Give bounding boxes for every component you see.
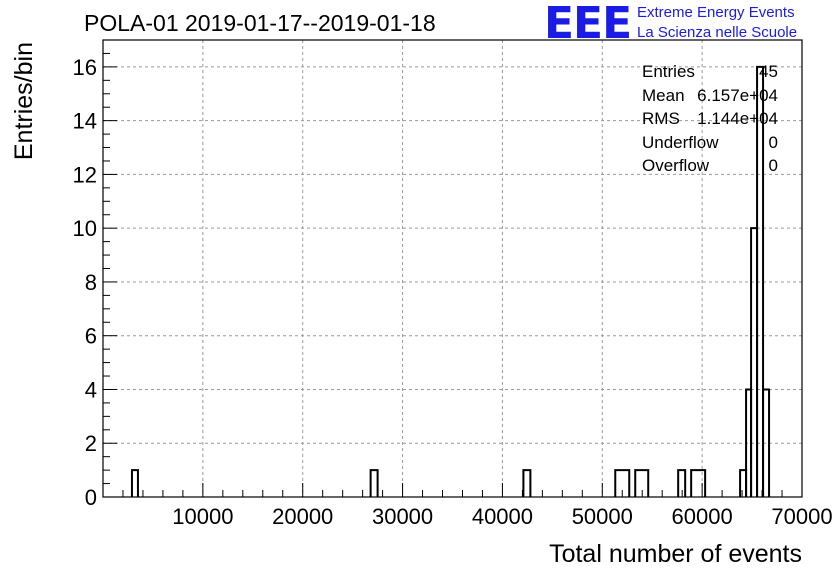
y-tick-label: 4: [85, 377, 97, 402]
stat-row-entries: Entries 45: [642, 60, 778, 84]
y-axis-ticks: 0 2 4 6 8 10 12 14 16: [73, 39, 117, 510]
y-tick-label: 10: [73, 216, 97, 241]
stat-value: 1.144e+04: [697, 109, 778, 128]
histogram-bin: [677, 469, 687, 497]
stat-row-underflow: Underflow 0: [642, 131, 778, 155]
logo-caption-line1: Extreme Energy Events: [637, 4, 795, 21]
x-tick-label: 40000: [472, 504, 533, 529]
x-axis-label: Total number of events: [549, 540, 802, 568]
y-tick-label: 0: [85, 485, 97, 510]
stat-row-rms: RMS 1.144e+04: [642, 107, 778, 131]
y-tick-label: 12: [73, 162, 97, 187]
stat-value: 0: [768, 132, 778, 152]
chart-title: POLA-01 2019-01-17--2019-01-18: [84, 10, 436, 36]
logo-caption-line2: La Scienza nelle Scuole: [637, 24, 798, 41]
stat-label: Overflow: [642, 156, 710, 175]
histogram-bars: [130, 65, 771, 497]
histogram-bin: [756, 65, 765, 497]
stat-label: Entries: [642, 62, 695, 81]
eee-logo: EEE: [544, 0, 632, 49]
stats-box: Entries 45 Mean 6.157e+04 RMS 1.144e+04 Underf…: [642, 60, 778, 178]
stat-value: 0: [768, 156, 778, 175]
y-tick-label: 14: [73, 109, 97, 134]
histogram-bin: [634, 469, 650, 497]
stat-label: Underflow: [642, 132, 719, 152]
stat-label: RMS: [642, 109, 680, 128]
histogram-bin: [762, 388, 771, 497]
x-tick-label: 30000: [372, 504, 433, 529]
histogram-bin: [522, 469, 532, 497]
y-tick-label: 6: [85, 324, 97, 349]
stat-row-overflow: Overflow 0: [642, 154, 778, 178]
stat-value: 45: [759, 62, 778, 81]
logo-caption: Extreme Energy Events La Scienza nelle S…: [637, 3, 797, 43]
x-tick-label: 70000: [771, 504, 832, 529]
y-tick-label: 8: [85, 270, 97, 295]
histogram-bin: [690, 469, 707, 497]
stat-label: Mean: [642, 85, 685, 105]
y-tick-label: 16: [73, 55, 97, 80]
histogram-bin: [369, 469, 379, 497]
x-tick-label: 20000: [272, 504, 333, 529]
x-tick-label: 60000: [672, 504, 733, 529]
y-tick-label: 2: [85, 431, 97, 456]
histogram-bin: [614, 469, 631, 497]
histogram-bin: [130, 469, 139, 497]
stat-row-mean: Mean 6.157e+04: [642, 84, 778, 108]
x-tick-label: 10000: [172, 504, 233, 529]
x-tick-label: 50000: [572, 504, 633, 529]
y-axis-label: Entries/bin: [10, 42, 38, 160]
stat-value: 6.157e+04: [697, 85, 778, 105]
grid-lines: [103, 40, 802, 497]
x-axis-ticks: 10000 20000 30000 40000 50000 60000 70000: [122, 483, 833, 529]
